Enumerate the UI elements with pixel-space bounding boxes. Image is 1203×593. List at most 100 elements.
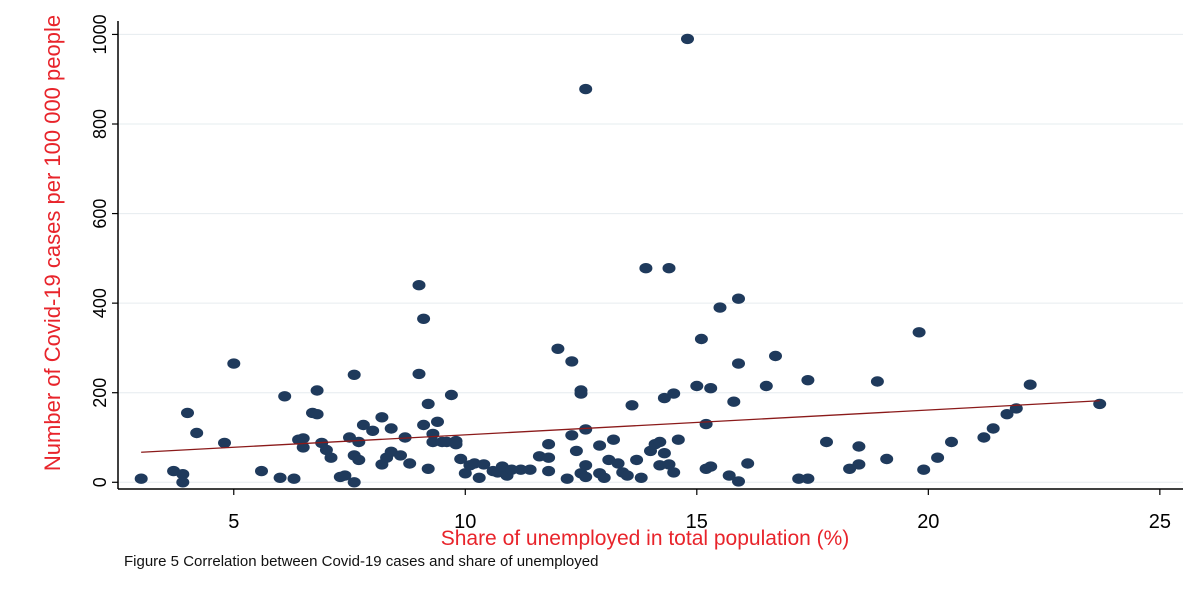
data-point — [945, 436, 958, 448]
data-point — [625, 400, 639, 411]
data-point — [977, 432, 991, 443]
data-point — [412, 368, 426, 380]
data-point — [421, 463, 435, 474]
data-point — [759, 380, 773, 392]
y-tick-label: 800 — [90, 109, 110, 139]
data-point — [574, 388, 588, 399]
data-point — [769, 350, 782, 362]
data-point — [1000, 409, 1014, 420]
data-point — [657, 448, 671, 459]
data-point — [296, 433, 310, 444]
y-tick-label: 200 — [90, 378, 110, 408]
data-point — [801, 375, 815, 386]
data-point — [801, 473, 815, 484]
x-axis-label: Share of unemployed in total population … — [441, 527, 850, 550]
data-point — [639, 263, 653, 274]
x-tick-label: 20 — [917, 511, 939, 533]
data-point — [565, 356, 579, 367]
data-point — [917, 464, 931, 475]
data-point — [1093, 398, 1107, 410]
data-point — [667, 467, 681, 478]
data-point — [569, 445, 583, 457]
data-point — [597, 472, 611, 483]
data-point — [134, 473, 148, 484]
data-point — [176, 477, 190, 488]
data-point — [690, 380, 704, 392]
data-point — [324, 452, 338, 463]
data-point — [732, 358, 745, 369]
data-point — [273, 472, 287, 483]
data-point — [542, 439, 556, 450]
data-point — [417, 419, 431, 431]
data-point — [560, 473, 574, 484]
x-axis-ticks: 5 10 15 20 25 — [228, 489, 1171, 533]
data-point — [634, 472, 648, 483]
data-point — [713, 302, 727, 313]
data-point — [218, 437, 231, 449]
data-point — [1023, 379, 1037, 390]
data-point — [630, 454, 644, 466]
data-point — [431, 416, 444, 427]
data-point — [347, 477, 361, 488]
data-point — [852, 459, 866, 470]
fit-line — [141, 400, 1100, 453]
data-point — [176, 469, 190, 480]
data-point — [722, 470, 736, 481]
data-point — [741, 458, 755, 469]
y-axis-label: Number of Covid-19 cases per 100 000 peo… — [40, 15, 65, 471]
data-point — [514, 464, 528, 475]
data-point — [667, 388, 681, 399]
data-point — [579, 460, 593, 471]
data-point — [421, 398, 435, 410]
y-tick-label: 600 — [90, 199, 110, 229]
data-point — [579, 471, 593, 483]
data-point — [699, 418, 713, 430]
y-axis-ticks: 0 200 400 600 800 1000 — [90, 14, 118, 487]
data-point — [593, 440, 607, 451]
data-point — [565, 430, 579, 441]
data-point — [458, 468, 472, 479]
x-tick-label: 25 — [1149, 511, 1171, 533]
data-point — [296, 442, 310, 453]
data-point — [181, 407, 194, 419]
data-point — [454, 453, 468, 465]
data-point — [611, 458, 625, 469]
data-point — [607, 434, 620, 445]
data-point — [732, 293, 745, 304]
x-tick-label: 15 — [686, 511, 708, 533]
data-point — [792, 473, 806, 484]
data-point — [671, 434, 685, 445]
data-point — [551, 343, 565, 354]
data-point — [880, 453, 894, 465]
data-point — [820, 436, 833, 448]
data-point — [384, 423, 398, 434]
data-point — [523, 464, 537, 475]
data-point — [704, 461, 718, 472]
data-point — [352, 454, 366, 466]
data-point — [255, 465, 268, 477]
data-point — [444, 389, 458, 401]
scatter-chart: 0 200 400 600 800 1000 5 10 15 20 25 Number of Co… — [40, 14, 1183, 550]
data-point — [704, 383, 718, 394]
data-point — [732, 476, 745, 487]
data-point — [347, 369, 361, 380]
data-point — [426, 436, 440, 448]
data-point — [870, 376, 884, 387]
data-point — [356, 419, 370, 431]
data-points — [134, 33, 1107, 488]
data-point — [477, 459, 491, 470]
data-point — [931, 452, 945, 463]
data-point — [310, 409, 324, 420]
data-point — [620, 470, 634, 481]
data-point — [505, 464, 519, 475]
figure-caption: Figure 5 Correlation between Covid-19 ca… — [124, 553, 599, 570]
data-point — [278, 391, 292, 402]
data-point — [227, 358, 241, 369]
data-point — [653, 436, 667, 448]
data-point — [662, 263, 676, 274]
data-point — [412, 280, 426, 291]
data-point — [986, 423, 1000, 434]
data-point — [694, 333, 708, 345]
data-point — [403, 458, 417, 469]
data-point — [542, 465, 556, 477]
